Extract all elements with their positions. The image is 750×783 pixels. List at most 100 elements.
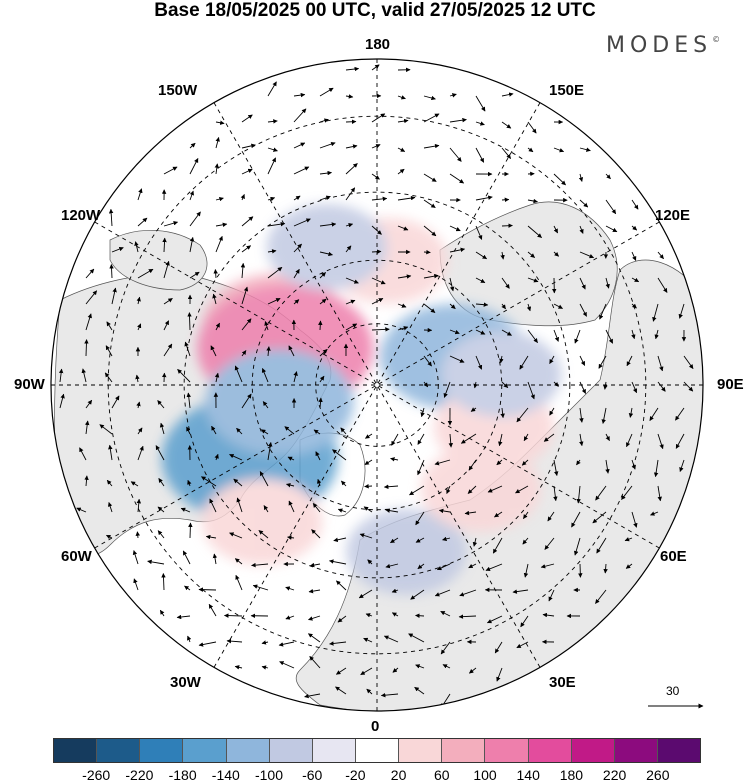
wind-vector (293, 195, 301, 201)
vector-scale-label: 30 (666, 684, 680, 698)
wind-vector (293, 166, 310, 175)
wind-vector (159, 609, 165, 617)
wind-vector (58, 368, 64, 383)
wind-vector (371, 113, 386, 123)
wind-vector (573, 537, 581, 556)
wind-vector (501, 381, 509, 389)
wind-vector (210, 345, 217, 357)
wind-vector (475, 355, 483, 370)
wind-vector (527, 381, 535, 400)
wind-vector (442, 536, 451, 542)
wind-vector (415, 537, 425, 543)
wind-vector (579, 147, 591, 152)
wind-vector (527, 329, 538, 343)
wind-vector (163, 343, 173, 357)
wind-vector (596, 537, 607, 554)
wind-vector (308, 615, 321, 621)
wind-vector (527, 147, 534, 153)
wind-vector (621, 485, 633, 500)
wind-vector (470, 407, 477, 412)
wind-vector (209, 498, 217, 513)
wind-vector (288, 500, 295, 513)
wind-vector (335, 667, 347, 675)
label-30e: 30E (549, 674, 576, 691)
wind-vector (446, 485, 451, 494)
meridian-line (94, 384, 378, 549)
label-30w: 30W (170, 674, 201, 691)
wind-vector (106, 479, 113, 487)
wind-vector (293, 371, 298, 383)
wind-vector (549, 355, 555, 364)
meridian-line (376, 221, 660, 386)
wind-vector (415, 613, 425, 618)
wind-vector (500, 407, 505, 419)
colorbar-tick-label: -220 (125, 767, 154, 783)
wind-vector (605, 225, 618, 233)
wind-vector (579, 225, 584, 234)
wind-vector (147, 559, 165, 565)
wind-vector (234, 365, 243, 383)
wind-vector (657, 277, 668, 293)
colorbar-tick-label: 220 (602, 767, 627, 783)
wind-vector (85, 399, 93, 409)
wind-vector (267, 157, 276, 175)
wind-vector (132, 550, 139, 565)
wind-vector (449, 173, 465, 184)
wind-vector (214, 453, 219, 461)
wind-vector (293, 218, 311, 227)
map-title: Base 18/05/2025 00 UTC, valid 27/05/2025… (154, 0, 596, 21)
wind-vector (309, 655, 321, 669)
wind-vector (397, 168, 405, 175)
wind-vector (319, 195, 331, 201)
wind-vector (579, 381, 586, 394)
graticule (51, 59, 703, 711)
wind-vector (263, 505, 269, 513)
wind-vector (385, 563, 399, 569)
wind-vector (683, 381, 694, 392)
wind-vector (553, 251, 559, 257)
wind-vector (449, 303, 456, 310)
wind-vector (397, 147, 406, 152)
wind-vector (208, 603, 217, 617)
colorbar-swatch (312, 739, 356, 762)
wind-vector (236, 427, 243, 435)
wind-vector (319, 251, 333, 257)
colorbar-tick-label: -20 (345, 767, 366, 783)
wind-vector (293, 268, 300, 279)
wind-vector (657, 355, 664, 372)
wind-vector (467, 485, 477, 494)
wind-vector (520, 615, 529, 628)
wind-vector (84, 420, 90, 435)
label-150e: 150E (549, 82, 585, 99)
wind-vector (186, 426, 191, 435)
wind-vector (371, 327, 390, 332)
wind-vector (252, 584, 269, 591)
wind-vector (598, 355, 607, 369)
wind-vector (285, 615, 295, 620)
wind-vector (85, 290, 98, 305)
wind-vector (198, 587, 217, 592)
wind-vector (631, 381, 638, 394)
colorbar-swatch (571, 739, 615, 762)
colorbar-swatch (140, 739, 184, 762)
wind-vector (158, 478, 165, 487)
wind-vector (264, 321, 269, 331)
wind-vector (449, 329, 460, 335)
wind-vector (226, 638, 243, 644)
wind-vector (267, 221, 286, 227)
wind-vector (423, 199, 436, 209)
wind-vector (499, 355, 504, 364)
wind-vector (501, 303, 506, 310)
wind-vector (161, 573, 166, 591)
wind-vector (521, 459, 529, 466)
wind-vector (345, 223, 354, 228)
wind-vector (423, 381, 429, 388)
wind-vector (475, 147, 485, 163)
logo-mark: © (712, 35, 721, 44)
colorbar-tick-label: -140 (211, 767, 240, 783)
wind-vector (332, 449, 347, 461)
wind-vector (603, 563, 608, 574)
wind-vector (262, 401, 269, 409)
wind-vector (417, 433, 425, 445)
wind-vector (137, 323, 142, 331)
